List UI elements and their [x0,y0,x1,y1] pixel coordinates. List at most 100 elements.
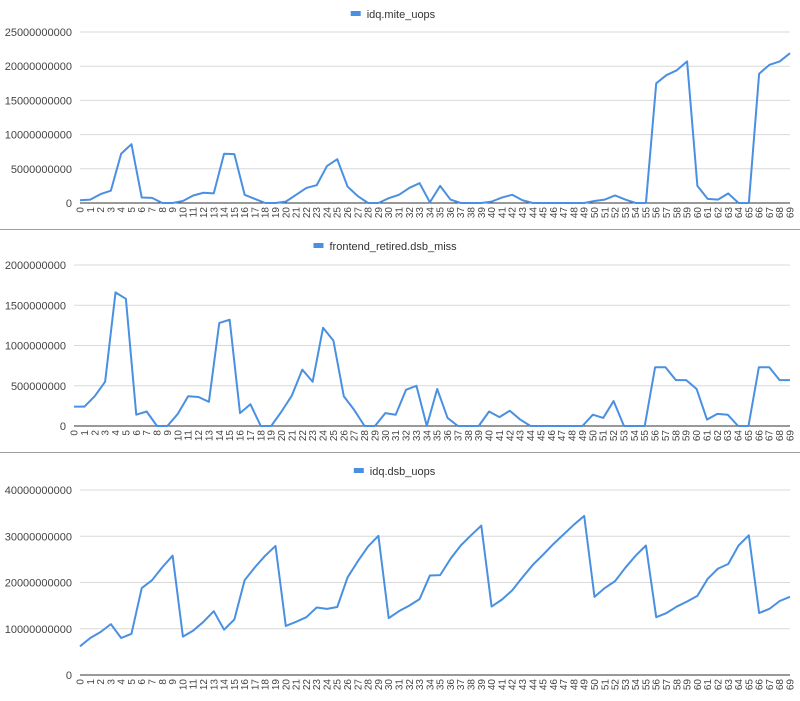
data-point [666,74,668,76]
data-point [644,425,646,427]
x-tick-label: 63 [724,207,735,219]
data-point [415,385,417,387]
data-point [491,201,493,203]
data-point [519,419,521,421]
data-point [79,199,81,201]
x-tick-label: 1 [80,430,91,436]
x-tick-label: 34 [425,207,436,219]
x-tick-label: 50 [590,207,601,219]
data-point [480,525,482,527]
data-point [748,202,750,204]
x-tick-label: 30 [384,679,395,691]
data-point [552,543,554,545]
x-tick-label: 29 [374,679,385,691]
data-point [89,199,91,201]
x-tick-label: 54 [631,679,642,691]
y-tick-label: 20000000000 [5,61,72,73]
data-point [357,560,359,562]
data-point [727,414,729,416]
data-point [447,417,449,419]
data-point [398,610,400,612]
data-point [151,579,153,581]
data-point [470,202,472,204]
x-tick-label: 33 [415,679,426,691]
x-tick-label: 41 [495,430,506,442]
x-tick-label: 28 [364,679,375,691]
data-point [655,616,657,618]
data-point [316,184,318,186]
x-tick-label: 21 [292,679,303,691]
x-tick-label: 64 [734,430,745,442]
data-point [213,192,215,194]
y-tick-label: 0 [66,198,72,210]
data-point [696,595,698,597]
x-tick-label: 32 [405,679,416,691]
data-point [192,194,194,196]
x-tick-label: 12 [194,430,205,442]
data-point [457,425,459,427]
data-point [439,185,441,187]
x-tick-label: 20 [281,679,292,691]
x-tick-label: 42 [508,679,519,691]
x-tick-label: 14 [220,679,231,691]
x-tick-label: 32 [402,430,413,442]
x-tick-label: 63 [724,679,735,691]
x-tick-label: 65 [744,679,755,691]
x-tick-label: 38 [467,207,478,219]
data-point [260,425,262,427]
x-tick-label: 36 [446,679,457,691]
x-tick-label: 42 [508,207,519,219]
x-tick-label: 48 [569,679,580,691]
y-tick-label: 30000000000 [5,531,72,543]
data-point [624,199,626,201]
data-point [602,417,604,419]
x-tick-label: 2 [96,207,107,213]
x-tick-label: 42 [505,430,516,442]
data-point [239,412,241,414]
data-point [592,414,594,416]
x-tick-label: 52 [609,430,620,442]
x-tick-label: 39 [477,207,488,219]
x-tick-label: 69 [786,679,797,691]
x-tick-label: 23 [308,430,319,442]
x-tick-label: 55 [641,679,652,691]
x-tick-label: 26 [339,430,350,442]
x-tick-label: 46 [547,430,558,442]
data-point [488,411,490,413]
x-tick-label: 47 [559,207,570,219]
data-point [727,563,729,565]
x-tick-label: 31 [391,430,402,442]
x-tick-label: 47 [557,430,568,442]
x-tick-label: 28 [364,207,375,219]
data-point [540,425,542,427]
y-tick-label: 10000000000 [5,130,72,142]
x-tick-label: 69 [786,430,797,442]
x-tick-label: 4 [117,679,128,685]
mite-uops-series-line [79,52,791,204]
data-point [789,596,791,598]
x-tick-label: 44 [528,207,539,219]
data-point [264,555,266,557]
data-point [654,366,656,368]
x-tick-label: 22 [302,207,313,219]
x-tick-label: 12 [199,679,210,691]
data-point [270,425,272,427]
x-tick-label: 64 [734,679,745,691]
x-tick-label: 54 [631,207,642,219]
data-point [593,596,595,598]
data-point [182,200,184,202]
data-point [614,194,616,196]
x-tick-label: 36 [443,430,454,442]
data-point [747,425,749,427]
x-tick-label: 62 [713,430,724,442]
data-point [613,400,615,402]
data-point [717,199,719,201]
x-tick-label: 61 [702,430,713,442]
x-tick-label: 32 [405,207,416,219]
panel-divider [0,229,800,230]
data-point [563,202,565,204]
x-tick-label: 69 [786,207,797,219]
data-point [635,555,637,557]
data-point [367,545,369,547]
legend-swatch [313,243,324,248]
